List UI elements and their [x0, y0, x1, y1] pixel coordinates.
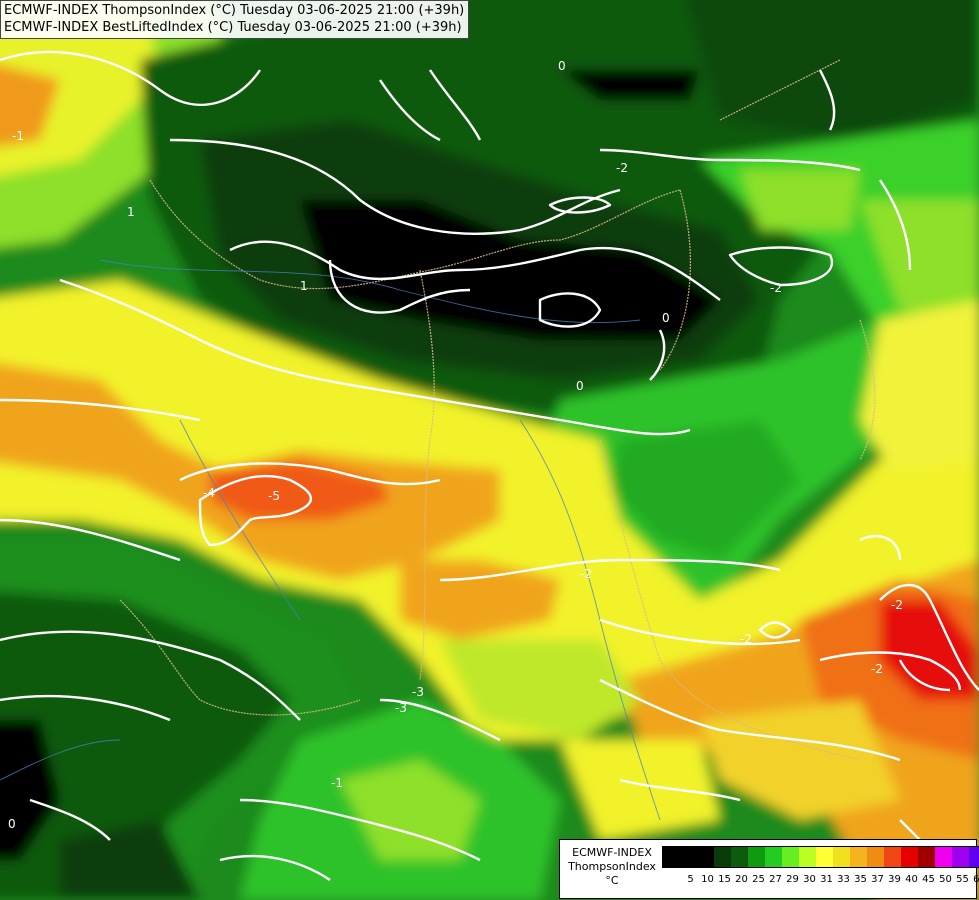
legend-tick: 39 — [888, 874, 901, 885]
legend-unit: °C — [605, 874, 619, 887]
contour-label: -2 — [891, 598, 903, 612]
legend-swatch — [816, 847, 833, 867]
legend-tick: 31 — [820, 874, 833, 885]
contour-labels: 0 0 0 -2 -2 1 1 -1 -4 -5 -2 -2 -2 -3 -3 … — [8, 59, 903, 831]
legend-swatch — [714, 847, 731, 867]
legend-swatch — [680, 847, 697, 867]
contour-label: -2 — [616, 161, 628, 175]
contour-label: -2 — [740, 632, 752, 646]
contour-label: 0 — [558, 59, 566, 73]
contour-label: 1 — [127, 205, 135, 219]
map-header: ECMWF-INDEX ThompsonIndex (°C) Tuesday 0… — [0, 0, 470, 39]
color-legend: ECMWF-INDEX ThompsonIndex °C 5 10 15 20 25 27… — [559, 839, 979, 899]
contour-label: -1 — [331, 776, 343, 790]
legend-swatch — [748, 847, 765, 867]
contour-label: -3 — [395, 701, 407, 715]
legend-tick: 5 — [687, 874, 694, 885]
legend-swatch — [884, 847, 901, 867]
legend-tick: 60 — [973, 874, 979, 885]
legend-swatch — [901, 847, 918, 867]
legend-tick: 45 — [922, 874, 935, 885]
legend-tick: 35 — [854, 874, 867, 885]
legend-swatch — [935, 847, 952, 867]
legend-tick: 50 — [939, 874, 952, 885]
legend-swatch — [765, 847, 782, 867]
contour-label: 0 — [662, 311, 670, 325]
contour-label: -2 — [580, 567, 592, 581]
legend-swatch — [663, 847, 680, 867]
legend-tick: 20 — [735, 874, 748, 885]
legend-tick: 40 — [905, 874, 918, 885]
best-lifted-index-contours — [0, 50, 979, 881]
legend-swatch — [782, 847, 799, 867]
legend-swatch — [867, 847, 884, 867]
legend-tick: 10 — [701, 874, 714, 885]
legend-tick: 30 — [803, 874, 816, 885]
legend-swatch — [850, 847, 867, 867]
legend-tick: 29 — [786, 874, 799, 885]
legend-tick: 37 — [871, 874, 884, 885]
contour-label: -3 — [412, 685, 424, 699]
legend-swatches — [662, 846, 979, 868]
contour-label: -2 — [871, 662, 883, 676]
contour-label: -2 — [770, 281, 782, 295]
legend-tick: 25 — [752, 874, 765, 885]
legend-swatch — [697, 847, 714, 867]
contour-label: 0 — [576, 379, 584, 393]
header-line-lifted: ECMWF-INDEX BestLiftedIndex (°C) Tuesday… — [4, 20, 462, 35]
legend-swatch — [799, 847, 816, 867]
legend-swatch — [969, 847, 979, 867]
legend-tick: 33 — [837, 874, 850, 885]
legend-swatch — [918, 847, 935, 867]
legend-tick: 55 — [956, 874, 969, 885]
contour-label: 0 — [8, 817, 16, 831]
header-line-thompson: ECMWF-INDEX ThompsonIndex (°C) Tuesday 0… — [4, 3, 465, 18]
country-borders — [119, 59, 876, 761]
legend-tick: 15 — [718, 874, 731, 885]
legend-tick: 27 — [769, 874, 782, 885]
contour-label: 1 — [300, 279, 308, 293]
legend-title: ECMWF-INDEX ThompsonIndex °C — [564, 846, 660, 888]
legend-swatch — [833, 847, 850, 867]
legend-swatch — [731, 847, 748, 867]
contour-label: -5 — [268, 489, 280, 503]
legend-model: ECMWF-INDEX — [572, 846, 652, 859]
contour-label: -4 — [203, 486, 215, 500]
legend-index: ThompsonIndex — [568, 860, 656, 873]
contour-label: -1 — [12, 129, 24, 143]
legend-swatch — [952, 847, 969, 867]
